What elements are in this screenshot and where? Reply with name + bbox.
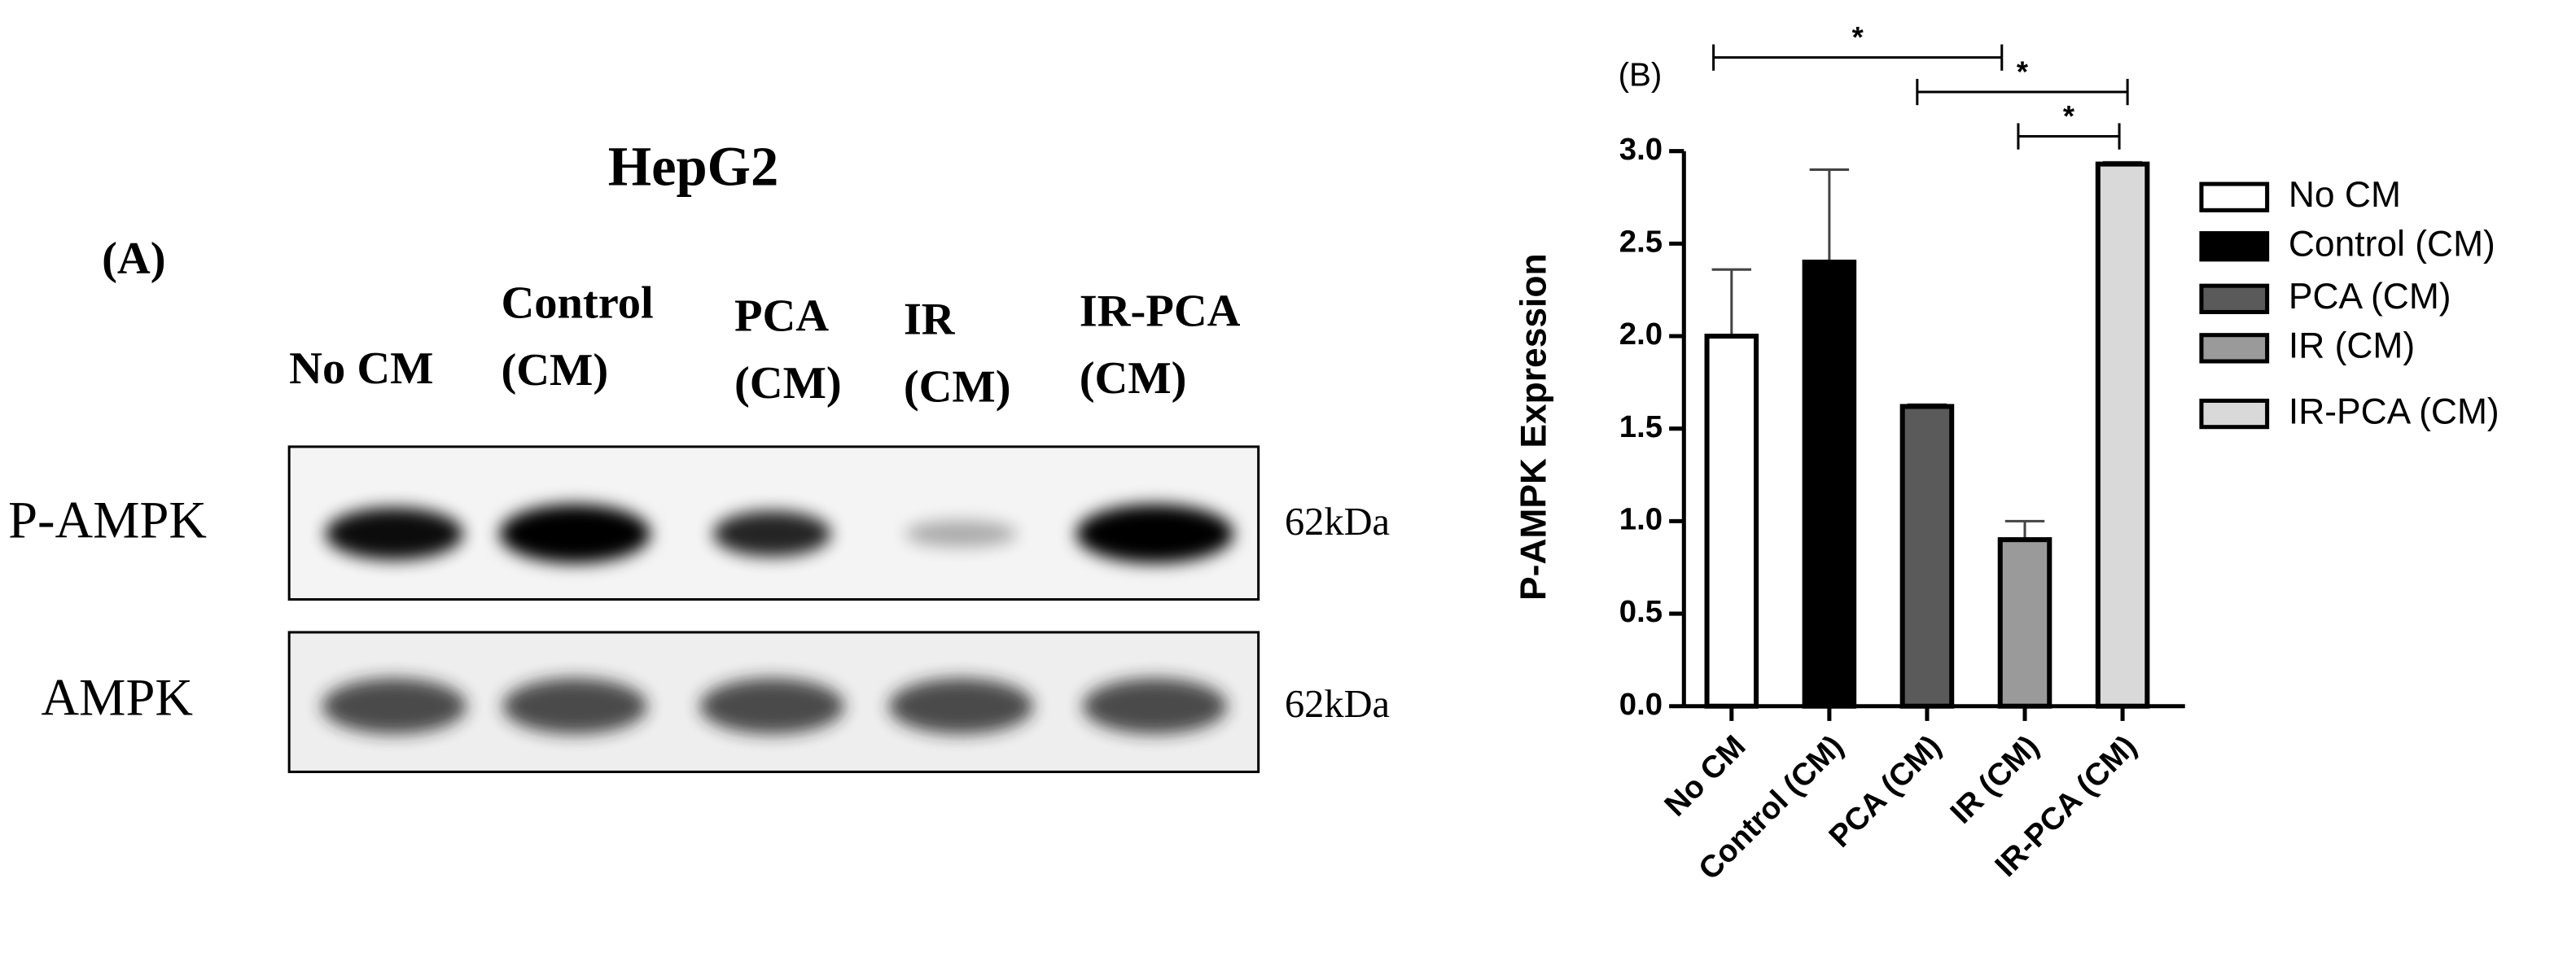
y-tick-label: 2.5 <box>1619 224 1663 259</box>
blot-band <box>325 507 464 561</box>
lane-label: IR <box>904 295 956 345</box>
bar <box>1704 334 1759 709</box>
blot-band <box>712 510 832 557</box>
blot-title: HepG2 <box>608 136 779 198</box>
panel-label: (B) <box>1619 56 1663 94</box>
legend-label: IR (CM) <box>2289 326 2415 366</box>
legend-swatch <box>2199 398 2270 430</box>
legend-label: Control (CM) <box>2289 224 2495 264</box>
row-label: AMPK <box>41 668 193 727</box>
blot-band <box>888 678 1034 735</box>
legend-swatch <box>2199 333 2270 364</box>
lane-label: (CM) <box>1080 353 1187 404</box>
sig-label: * <box>2063 99 2075 133</box>
legend-swatch <box>2199 231 2270 262</box>
legend-swatch <box>2199 181 2270 212</box>
bar <box>2095 161 2150 709</box>
legend-label: No CM <box>2289 175 2401 215</box>
legend-label: PCA (CM) <box>2289 277 2451 317</box>
sig-label: * <box>1852 20 1864 54</box>
size-label: 62kDa <box>1285 500 1390 544</box>
panel-label: (A) <box>102 234 165 284</box>
lane-label: No CM <box>289 343 433 394</box>
lane-label: PCA <box>734 291 829 341</box>
y-tick-label: 3.0 <box>1619 132 1663 167</box>
blot-band <box>502 678 648 735</box>
y-axis-label: P-AMPK Expression <box>1514 253 1553 601</box>
lane-label: (CM) <box>501 345 608 396</box>
bar <box>1802 260 1857 709</box>
lane-label: (CM) <box>734 358 842 409</box>
blot-band <box>905 520 1018 547</box>
blot-band <box>499 504 651 564</box>
y-tick-label: 0.0 <box>1619 687 1663 722</box>
y-tick-label: 1.5 <box>1619 409 1663 444</box>
sig-label: * <box>2017 55 2029 88</box>
x-tick-label: No CM <box>1658 728 1752 823</box>
lane-label: IR-PCA <box>1080 286 1241 336</box>
blot-band <box>699 678 845 735</box>
lane-label: Control <box>501 278 653 328</box>
y-tick-label: 2.0 <box>1619 317 1663 352</box>
legend-label: IR-PCA (CM) <box>2289 391 2499 431</box>
bar <box>1997 537 2052 709</box>
y-tick-label: 1.0 <box>1619 502 1663 537</box>
blot-band <box>1082 678 1228 735</box>
legend-swatch <box>2199 283 2270 314</box>
size-label: 62kDa <box>1285 683 1390 726</box>
row-label: P-AMPK <box>8 491 207 549</box>
lane-label: (CM) <box>904 361 1011 412</box>
bar <box>1899 404 1955 709</box>
blot-band <box>322 678 467 735</box>
blot-band <box>1076 504 1234 564</box>
y-tick-label: 0.5 <box>1619 594 1663 629</box>
